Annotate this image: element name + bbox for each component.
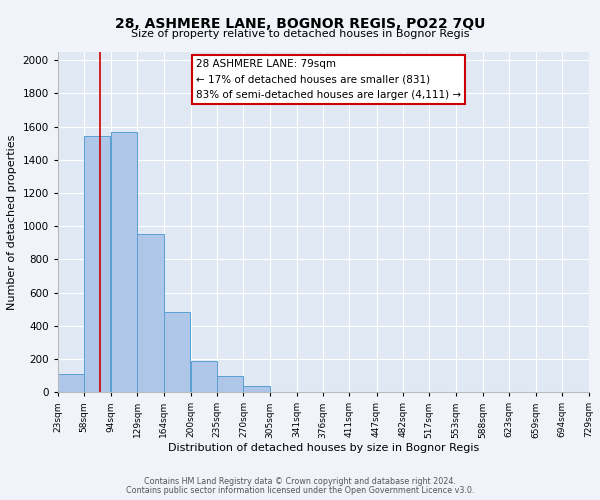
Bar (244, 386, 270, 392)
Bar (58, 374, 84, 392)
Text: Contains HM Land Registry data © Crown copyright and database right 2024.: Contains HM Land Registry data © Crown c… (144, 477, 456, 486)
Bar (164, 312, 190, 392)
Text: Contains public sector information licensed under the Open Government Licence v3: Contains public sector information licen… (126, 486, 474, 495)
Bar (84, 136, 110, 392)
Y-axis label: Number of detached properties: Number of detached properties (7, 134, 17, 310)
Text: 28, ASHMERE LANE, BOGNOR REGIS, PO22 7QU: 28, ASHMERE LANE, BOGNOR REGIS, PO22 7QU (115, 18, 485, 32)
Bar (137, 234, 164, 392)
Bar (111, 132, 137, 392)
X-axis label: Distribution of detached houses by size in Bognor Regis: Distribution of detached houses by size … (167, 443, 479, 453)
Text: 28 ASHMERE LANE: 79sqm
← 17% of detached houses are smaller (831)
83% of semi-de: 28 ASHMERE LANE: 79sqm ← 17% of detached… (196, 58, 461, 100)
Bar (191, 360, 217, 392)
Text: Size of property relative to detached houses in Bognor Regis: Size of property relative to detached ho… (131, 29, 469, 39)
Bar (217, 376, 244, 392)
